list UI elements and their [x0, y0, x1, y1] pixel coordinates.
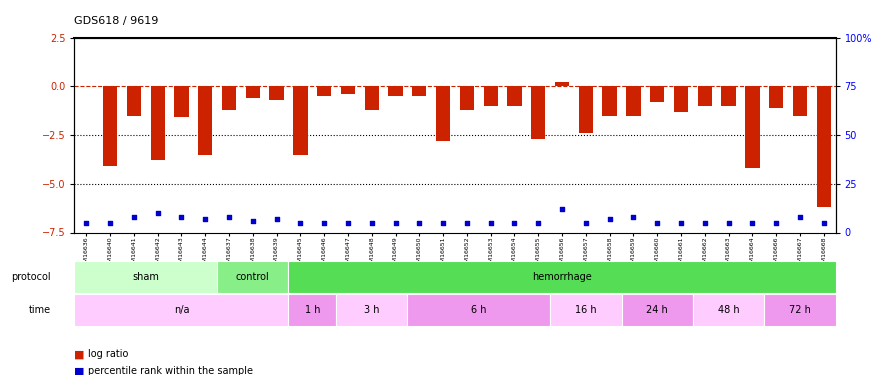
- Text: ■: ■: [74, 350, 88, 359]
- Point: [127, 214, 141, 220]
- Bar: [412, 86, 426, 96]
- Bar: [388, 86, 402, 96]
- Bar: [626, 86, 640, 116]
- Point: [388, 220, 402, 226]
- Text: ■: ■: [74, 366, 88, 375]
- Point: [579, 220, 593, 226]
- Bar: [317, 86, 332, 96]
- Bar: [816, 86, 831, 207]
- Bar: [222, 86, 236, 109]
- Bar: [764, 294, 836, 326]
- Bar: [198, 86, 213, 154]
- Text: 6 h: 6 h: [471, 305, 487, 315]
- Point: [460, 220, 474, 226]
- Point: [555, 206, 569, 212]
- Text: percentile rank within the sample: percentile rank within the sample: [88, 366, 253, 375]
- Point: [246, 218, 260, 224]
- Point: [317, 220, 331, 226]
- Bar: [270, 86, 284, 100]
- Bar: [336, 294, 408, 326]
- Bar: [769, 86, 783, 108]
- Point: [769, 220, 783, 226]
- Text: 48 h: 48 h: [718, 305, 739, 315]
- Bar: [293, 86, 307, 154]
- Bar: [550, 294, 621, 326]
- Point: [816, 220, 830, 226]
- Bar: [246, 86, 260, 98]
- Point: [174, 214, 188, 220]
- Bar: [408, 294, 550, 326]
- Bar: [484, 86, 498, 106]
- Bar: [674, 86, 688, 112]
- Bar: [174, 86, 189, 117]
- Bar: [793, 86, 807, 116]
- Bar: [603, 86, 617, 116]
- Point: [150, 210, 164, 216]
- Bar: [578, 86, 593, 133]
- Point: [626, 214, 640, 220]
- Bar: [127, 86, 141, 116]
- Bar: [74, 294, 289, 326]
- Bar: [746, 86, 760, 168]
- Point: [270, 216, 284, 222]
- Bar: [217, 261, 289, 292]
- Text: log ratio: log ratio: [88, 350, 128, 359]
- Point: [103, 220, 117, 226]
- Point: [722, 220, 736, 226]
- Point: [412, 220, 426, 226]
- Point: [531, 220, 545, 226]
- Bar: [289, 294, 336, 326]
- Bar: [436, 86, 451, 141]
- Text: 16 h: 16 h: [575, 305, 597, 315]
- Bar: [555, 82, 570, 86]
- Bar: [621, 294, 693, 326]
- Bar: [150, 86, 164, 160]
- Text: protocol: protocol: [11, 272, 51, 282]
- Text: time: time: [29, 305, 51, 315]
- Bar: [103, 86, 117, 166]
- Point: [365, 220, 379, 226]
- Text: sham: sham: [132, 272, 159, 282]
- Text: GDS618 / 9619: GDS618 / 9619: [74, 16, 158, 26]
- Bar: [531, 86, 545, 139]
- Point: [674, 220, 688, 226]
- Bar: [650, 86, 664, 102]
- Point: [697, 220, 711, 226]
- Point: [80, 220, 94, 226]
- Bar: [697, 86, 712, 106]
- Point: [341, 220, 355, 226]
- Point: [793, 214, 807, 220]
- Bar: [74, 261, 217, 292]
- Bar: [459, 86, 474, 109]
- Text: 1 h: 1 h: [304, 305, 320, 315]
- Bar: [289, 261, 836, 292]
- Text: hemorrhage: hemorrhage: [532, 272, 592, 282]
- Point: [222, 214, 236, 220]
- Bar: [722, 86, 736, 106]
- Point: [436, 220, 450, 226]
- Text: control: control: [236, 272, 270, 282]
- Point: [484, 220, 498, 226]
- Point: [199, 216, 213, 222]
- Bar: [693, 294, 764, 326]
- Bar: [507, 86, 522, 106]
- Point: [293, 220, 307, 226]
- Point: [507, 220, 522, 226]
- Text: n/a: n/a: [173, 305, 189, 315]
- Bar: [365, 86, 379, 109]
- Text: 24 h: 24 h: [647, 305, 668, 315]
- Point: [746, 220, 760, 226]
- Point: [650, 220, 664, 226]
- Point: [603, 216, 617, 222]
- Text: 72 h: 72 h: [789, 305, 811, 315]
- Bar: [341, 86, 355, 94]
- Text: 3 h: 3 h: [364, 305, 380, 315]
